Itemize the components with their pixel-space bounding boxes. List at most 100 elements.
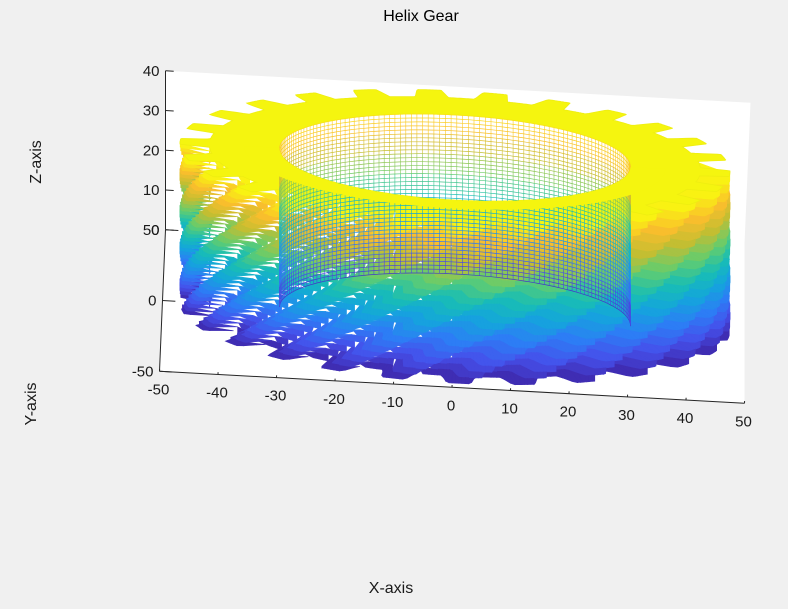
gear-side-facet — [312, 335, 317, 343]
gear-side-facet — [351, 354, 356, 362]
gear-side-facet — [359, 329, 364, 337]
gear-side-facet — [387, 321, 392, 329]
gear-side-facet — [270, 319, 274, 327]
gear-side-facet — [449, 357, 453, 365]
gear-side-facet — [413, 305, 418, 313]
gear-side-facet — [662, 272, 666, 280]
gear-side-facet — [351, 334, 355, 342]
gear-side-facet — [582, 344, 587, 352]
gear-side-facet — [660, 278, 664, 287]
gear-side-facet — [251, 289, 255, 297]
gear-side-facet — [646, 287, 651, 296]
gear-side-facet — [307, 303, 311, 311]
gear-side-facet — [301, 324, 305, 332]
gear-side-facet — [370, 214, 375, 223]
gear-side-facet — [240, 334, 244, 343]
gear-side-facet — [379, 209, 383, 218]
gear-side-facet — [431, 221, 436, 229]
gear-side-facet — [396, 273, 400, 281]
gear-side-facet — [240, 187, 244, 196]
gear-side-facet — [434, 368, 438, 376]
gear-side-facet — [665, 308, 668, 316]
gear-side-facet — [446, 252, 450, 260]
gear-side-facet — [359, 292, 364, 300]
gear-side-facet — [244, 329, 248, 338]
gear-side-facet — [376, 325, 380, 333]
gear-side-facet — [552, 328, 557, 336]
gear-side-facet — [289, 296, 293, 305]
gear-side-facet — [431, 294, 436, 302]
gear-side-facet — [384, 283, 389, 292]
gear-side-facet — [348, 303, 353, 311]
gear-side-facet — [365, 256, 369, 265]
gear-side-facet — [496, 297, 501, 305]
gear-side-facet — [253, 253, 257, 261]
gear-side-facet — [649, 287, 653, 295]
gear-side-facet — [315, 335, 320, 344]
gear-side-facet — [667, 344, 671, 352]
gear-side-facet — [570, 351, 575, 359]
gear-side-facet — [393, 278, 397, 287]
gear-side-facet — [373, 325, 378, 333]
gear-side-facet — [305, 288, 309, 296]
gear-side-facet — [330, 362, 334, 371]
gear-side-facet — [642, 221, 646, 229]
gear-side-facet — [384, 320, 389, 328]
gear-side-facet — [387, 357, 392, 365]
gear-side-facet — [321, 330, 326, 339]
gear-side-facet — [579, 308, 584, 316]
gear-side-facet — [484, 303, 489, 311]
gear-side-facet — [288, 311, 292, 320]
gear-side-facet — [540, 371, 544, 379]
gear-side-facet — [552, 365, 557, 373]
gear-side-facet — [339, 211, 343, 219]
gear-side-facet — [585, 301, 590, 309]
gear-side-facet — [634, 228, 639, 236]
gear-side-facet — [516, 321, 521, 329]
gear-side-facet — [343, 339, 347, 347]
gear-side-facet — [588, 301, 593, 309]
gear-side-facet — [637, 301, 641, 309]
gear-side-facet — [396, 309, 400, 317]
gear-side-facet — [644, 220, 648, 229]
gear-side-facet — [437, 325, 441, 333]
gear-side-facet — [324, 331, 329, 339]
gear-side-facet — [280, 352, 284, 360]
gear-side-facet — [290, 348, 295, 357]
gear-side-facet — [573, 241, 578, 249]
gear-side-facet — [399, 273, 403, 281]
gear-side-facet — [384, 247, 389, 255]
gear-side-facet — [381, 246, 386, 255]
gear-side-facet — [434, 221, 438, 229]
gear-side-facet — [244, 219, 248, 228]
gear-side-facet — [325, 317, 329, 325]
gear-side-facet — [475, 272, 480, 280]
gear-side-facet — [605, 361, 610, 369]
gear-side-facet — [340, 344, 345, 352]
gear-side-facet — [362, 329, 366, 338]
gear-side-facet — [354, 281, 359, 289]
gear-side-facet — [422, 300, 427, 308]
gear-side-facet — [600, 367, 604, 375]
gear-side-facet — [318, 299, 323, 307]
gear-side-facet — [642, 331, 646, 339]
gear-side-facet — [464, 278, 468, 286]
gear-side-facet — [272, 246, 276, 255]
gear-side-facet — [293, 306, 297, 315]
gear-side-facet — [301, 302, 306, 310]
gear-side-facet — [324, 257, 329, 266]
gear-side-facet — [324, 294, 329, 303]
gear-side-facet — [493, 334, 498, 342]
gear-side-facet — [600, 331, 604, 339]
gear-side-facet — [404, 274, 409, 282]
gear-side-facet — [333, 306, 337, 314]
gear-side-facet — [272, 319, 276, 328]
gear-side-facet — [549, 291, 554, 299]
gear-side-facet — [293, 343, 297, 351]
gear-side-facet — [525, 278, 529, 286]
gear-side-facet — [359, 298, 364, 307]
gear-side-facet — [345, 322, 350, 330]
gear-side-facet — [461, 351, 465, 359]
gear-side-facet — [370, 294, 375, 302]
gear-side-facet — [317, 352, 322, 360]
